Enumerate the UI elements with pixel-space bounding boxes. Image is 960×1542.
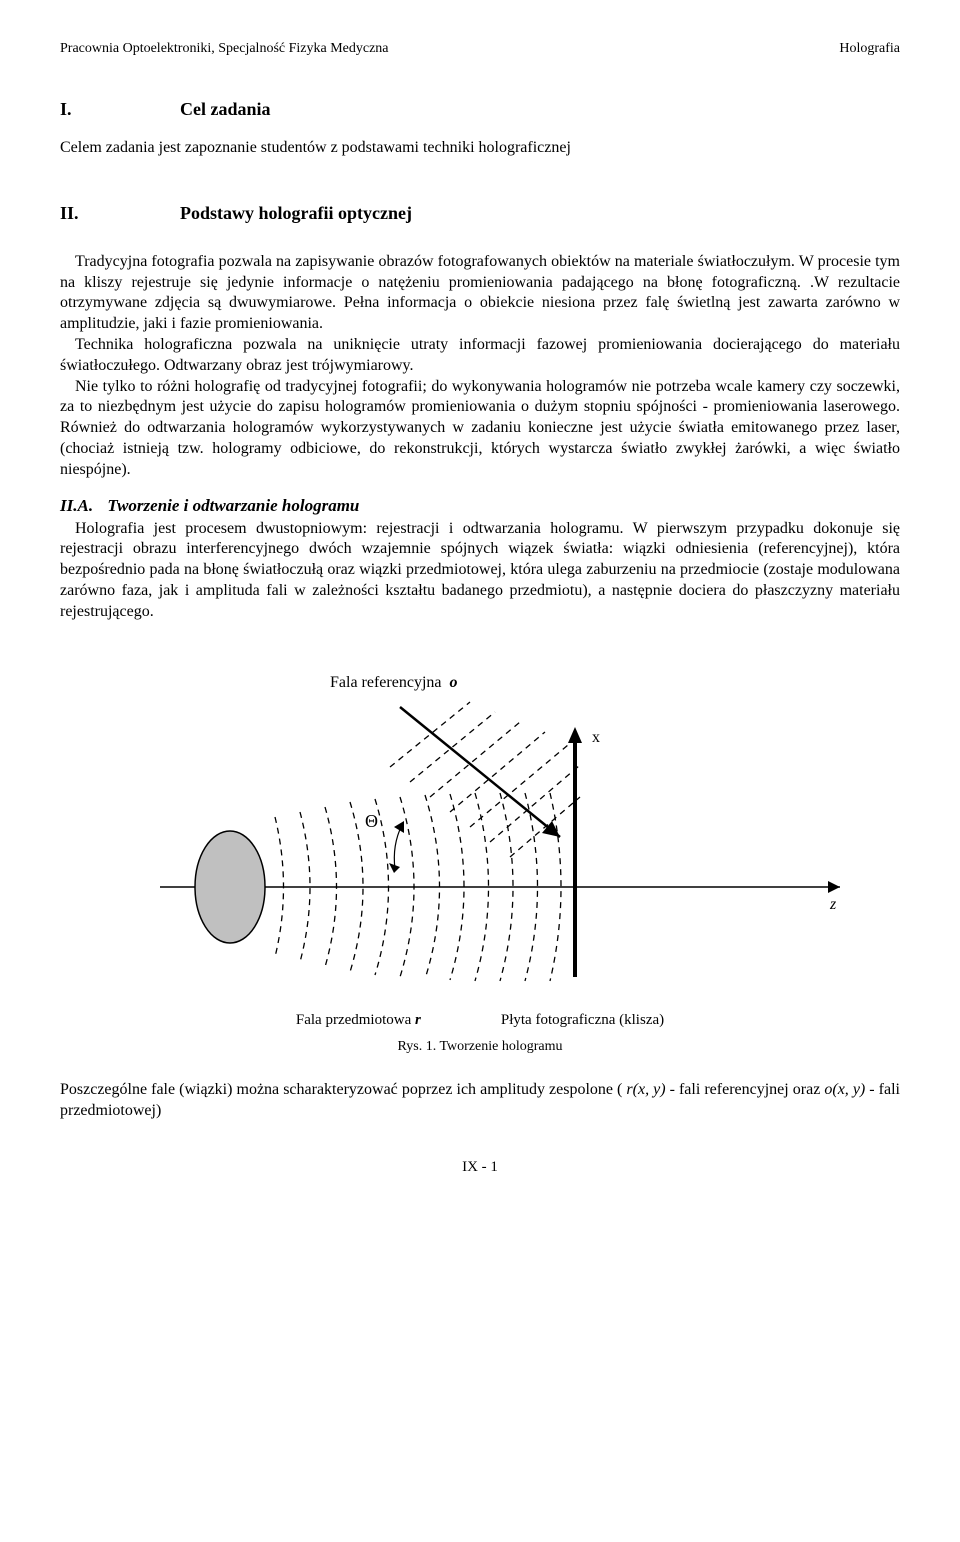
figure-1-caption: Rys. 1. Tworzenie hologramu	[60, 1038, 900, 1056]
object-wave-label: Fala przedmiotowa r	[296, 1011, 421, 1031]
reference-wave-label: Fala referencyjna o	[330, 674, 457, 691]
theta-arc	[394, 825, 402, 869]
section-2-title: Podstawy holografii optycznej	[180, 202, 412, 225]
header-left: Pracownia Optoelektroniki, Specjalność F…	[60, 40, 389, 58]
theta-label: Θ	[365, 811, 378, 831]
page-number: IX - 1	[60, 1158, 900, 1178]
figure-1: x z	[60, 647, 900, 1057]
reference-beam-arrow	[400, 707, 560, 837]
section-2-number: II.	[60, 202, 180, 225]
section-2-heading: II. Podstawy holografii optycznej	[60, 202, 900, 225]
subsection-2a-para-1: Holografia jest procesem dwustopniowym: …	[60, 519, 900, 623]
section-1-title: Cel zadania	[180, 98, 271, 121]
subsection-2a-number: II.A.	[60, 496, 93, 515]
axis-x-label: x	[592, 729, 600, 746]
section-1-heading: I. Cel zadania	[60, 98, 900, 121]
axis-z-label: z	[829, 896, 837, 913]
section-1-intro: Celem zadania jest zapoznanie studentów …	[60, 138, 900, 159]
header-right: Holografia	[839, 40, 900, 58]
section-2-para-2: Technika holograficzna pozwala na unikni…	[60, 335, 900, 377]
subsection-2a-heading: II.A. Tworzenie i odtwarzanie hologramu	[60, 495, 900, 517]
plate-label: Płyta fotograficzna (klisza)	[501, 1011, 664, 1031]
closing-paragraph: Poszczególne fale (wiązki) można scharak…	[60, 1080, 900, 1122]
section-2-para-1: Tradycyjna fotografia pozwala na zapisyw…	[60, 252, 900, 335]
section-1-number: I.	[60, 98, 180, 121]
object-ellipse	[195, 831, 265, 943]
page-header: Pracownia Optoelektroniki, Specjalność F…	[60, 40, 900, 58]
subsection-2a-title: Tworzenie i odtwarzanie hologramu	[107, 496, 359, 515]
section-2-para-3: Nie tylko to różni holografię od tradycy…	[60, 377, 900, 481]
